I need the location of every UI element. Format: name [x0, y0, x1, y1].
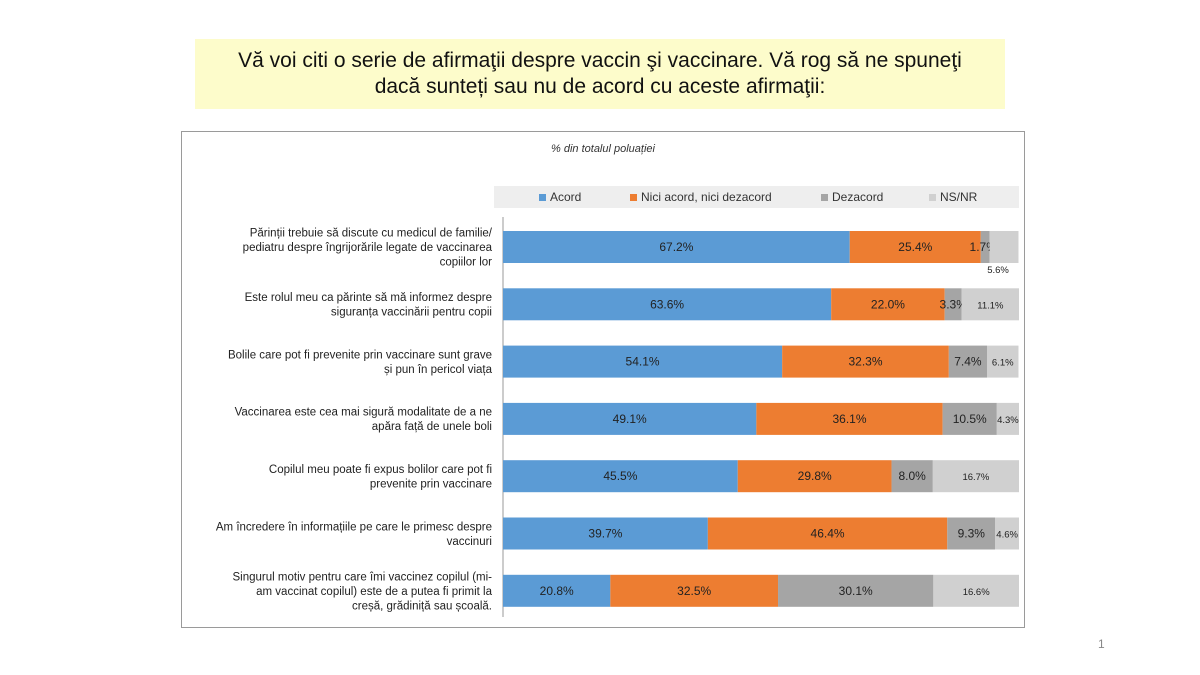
legend-item-neutral: Nici acord, nici dezacord [630, 190, 772, 204]
bar-segment-dezacord [891, 460, 933, 493]
category-label: Părinții trebuie să discute cu medicul d… [243, 228, 493, 269]
data-label: 7.4% [954, 355, 982, 369]
data-label: 32.3% [848, 355, 882, 369]
bar-segment-ns-nr [989, 231, 1019, 263]
legend-swatch-acord [539, 193, 546, 201]
category-label: Copilul meu poate fi expus bolilor care … [269, 464, 492, 491]
data-label: 8.0% [899, 469, 927, 483]
bar-segment-dezacord [778, 574, 934, 607]
bar-segment-nici-acord-nici-dezacord [782, 345, 949, 378]
bar-segment-acord [503, 460, 738, 493]
legend-item-acord: Acord [539, 190, 581, 204]
bar-segment-acord [503, 402, 757, 435]
data-label: 6.1% [992, 358, 1014, 369]
bar-segment-nici-acord-nici-dezacord [831, 288, 945, 321]
chart-legend: Acord Nici acord, nici dezacord Dezacord… [494, 186, 1019, 208]
chart-subtitle: % din totalul poluației [551, 143, 655, 155]
legend-label-neutral: Nici acord, nici dezacord [641, 190, 772, 204]
data-label: 3.3% [940, 297, 968, 311]
bar-segment-nici-acord-nici-dezacord [756, 402, 943, 435]
category-label: Vaccinarea este cea mai sigură modalitat… [235, 407, 492, 434]
bar-segment-acord [503, 288, 832, 321]
data-label: 10.5% [953, 412, 987, 426]
data-label: 45.5% [603, 469, 637, 483]
legend-swatch-dezacord [821, 193, 828, 201]
data-label: 20.8% [540, 584, 574, 598]
category-label: Am încredere în informațiile pe care le … [216, 521, 492, 548]
bar-segment-acord [503, 345, 783, 378]
legend-swatch-nsnr [929, 193, 936, 201]
bar-segment-dezacord [947, 517, 996, 550]
bar-segment-ns-nr [996, 402, 1019, 435]
bar-segment-acord [503, 517, 708, 550]
legend-item-dezacord: Dezacord [821, 190, 883, 204]
chart-frame: % din totalul poluației Acord Nici acord… [181, 131, 1025, 628]
data-label: 63.6% [650, 297, 684, 311]
bar-segment-ns-nr [987, 345, 1019, 378]
data-label: 5.6% [987, 265, 1009, 276]
legend-label-dezacord: Dezacord [832, 190, 884, 204]
bar-segment-dezacord [980, 231, 990, 263]
legend-label-nsnr: NS/NR [940, 190, 978, 204]
bar-segment-ns-nr [933, 574, 1019, 607]
data-label: 16.6% [963, 587, 990, 598]
bar-segment-dezacord [948, 345, 988, 378]
data-label: 36.1% [832, 412, 866, 426]
bar-segment-ns-nr [932, 460, 1019, 493]
data-label: 22.0% [871, 297, 905, 311]
slide-title: Vă voi citi o serie de afirmaţii despre … [195, 39, 1005, 109]
category-label: Singurul motiv pentru care îmi vaccinez … [233, 571, 493, 612]
data-label: 4.6% [996, 530, 1018, 541]
data-label: 25.4% [898, 240, 932, 254]
bar-segment-acord [503, 231, 850, 263]
data-label: 4.3% [997, 415, 1019, 426]
bar-segment-ns-nr [995, 517, 1019, 550]
bar-segment-acord [503, 574, 611, 607]
bar-segment-nici-acord-nici-dezacord [610, 574, 779, 607]
bar-segment-dezacord [944, 288, 962, 321]
bar-segment-nici-acord-nici-dezacord [849, 231, 981, 263]
slide-title-text: Vă voi citi o serie de afirmaţii despre … [238, 49, 962, 98]
data-label: 16.7% [962, 472, 989, 483]
data-label: 39.7% [588, 527, 622, 541]
legend-item-nsnr: NS/NR [929, 190, 977, 204]
data-label: 9.3% [958, 527, 986, 541]
page-number: 1 [1098, 637, 1105, 651]
data-label: 46.4% [811, 527, 845, 541]
data-label: 67.2% [659, 240, 693, 254]
data-label: 54.1% [626, 355, 660, 369]
category-label: Bolile care pot fi prevenite prin vaccin… [228, 349, 493, 376]
data-label: 30.1% [839, 584, 873, 598]
data-label: 29.8% [798, 469, 832, 483]
stacked-bar-chart: Părinții trebuie să discute cu medicul d… [216, 217, 1019, 617]
bar-segment-ns-nr [961, 288, 1019, 321]
legend-label-acord: Acord [550, 190, 582, 204]
bar-segment-nici-acord-nici-dezacord [737, 460, 892, 493]
data-label: 49.1% [613, 412, 647, 426]
data-label: 11.1% [977, 300, 1004, 311]
data-label: 32.5% [677, 584, 711, 598]
legend-swatch-neutral [630, 193, 637, 201]
category-label: Este rolul meu ca părinte să mă informez… [245, 292, 492, 319]
bar-segment-nici-acord-nici-dezacord [707, 517, 948, 550]
bar-segment-dezacord [942, 402, 997, 435]
